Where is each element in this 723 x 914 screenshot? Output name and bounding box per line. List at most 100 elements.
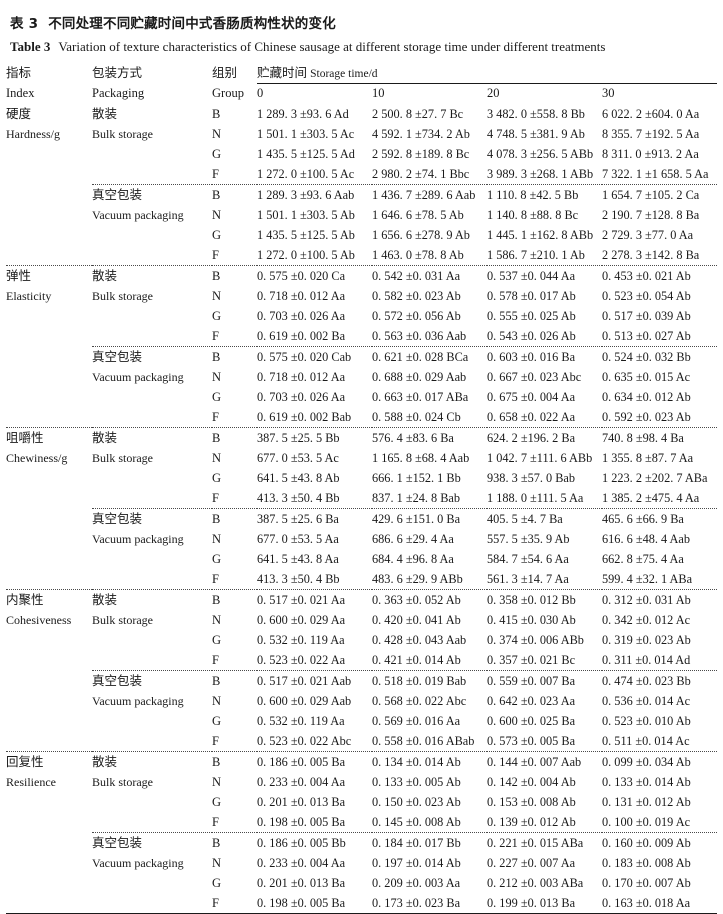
index-spacer bbox=[6, 407, 92, 428]
index-spacer bbox=[6, 326, 92, 347]
group-label: F bbox=[212, 167, 219, 181]
value-cell-day-30: 8 311. 0 ±913. 2 Aa bbox=[602, 147, 699, 161]
value-cell-day-10: 1 463. 0 ±78. 8 Ab bbox=[372, 248, 464, 262]
value-cell-day-20: 0. 600 ±0. 025 Ba bbox=[487, 714, 576, 728]
group-label: B bbox=[212, 670, 257, 691]
value-cell-day-30: 0. 474 ±0. 023 Bb bbox=[602, 670, 718, 691]
value-cell-day-30: 0. 536 ±0. 014 Ac bbox=[602, 694, 691, 708]
table-row: 真空包装 B 0. 517 ±0. 021 Aab 0. 518 ±0. 019 Ba… bbox=[6, 670, 718, 692]
value-cell-day-0: 0. 233 ±0. 004 Aa bbox=[257, 856, 346, 870]
value-cell-day-10: 2 980. 2 ±74. 1 Bbc bbox=[372, 167, 470, 181]
table-row: F 0. 619 ±0. 002 Ba 0. 563 ±0. 036 Aab 0. 5… bbox=[6, 326, 717, 347]
value-cell-day-30: 2 190. 7 ±128. 8 Ba bbox=[602, 208, 700, 222]
value-cell-day-0: 0. 619 ±0. 002 Bab bbox=[257, 410, 352, 424]
value-cell-day-10: 1 165. 8 ±68. 4 Aab bbox=[372, 451, 470, 465]
value-cell-day-30: 0. 453 ±0. 021 Ab bbox=[602, 265, 718, 286]
value-cell-day-0: 1 272. 0 ±100. 5 Ab bbox=[257, 248, 355, 262]
value-cell-day-10: 0. 663 ±0. 017 ABa bbox=[372, 390, 469, 404]
index-label-cn: 内聚性 bbox=[6, 589, 92, 610]
group-label: F bbox=[212, 410, 219, 424]
value-cell-day-0: 1 272. 0 ±100. 5 Ac bbox=[257, 167, 355, 181]
value-cell-day-30: 0. 517 ±0. 039 Ab bbox=[602, 309, 691, 323]
value-cell-day-0: 0. 186 ±0. 005 Bb bbox=[257, 832, 372, 853]
value-cell-day-10: 0. 197 ±0. 014 Ab bbox=[372, 856, 461, 870]
packaging-label-en: Bulk storage bbox=[92, 451, 153, 465]
table-header: 指标 包装方式 组别 贮藏时间 Storage time/d Index Pac… bbox=[6, 61, 718, 104]
value-cell-day-0: 0. 517 ±0. 021 Aab bbox=[257, 670, 372, 691]
packaging-spacer bbox=[92, 731, 212, 752]
value-cell-day-0: 1 435. 5 ±125. 5 Ad bbox=[257, 147, 355, 161]
value-cell-day-30: 0. 183 ±0. 008 Ab bbox=[602, 856, 691, 870]
group-label: F bbox=[212, 572, 219, 586]
packaging-label-en: Bulk storage bbox=[92, 289, 153, 303]
value-cell-day-10: 483. 6 ±29. 9 ABb bbox=[372, 572, 463, 586]
value-cell-day-10: 0. 572 ±0. 056 Ab bbox=[372, 309, 461, 323]
header-storage-time-en: Storage time/d bbox=[310, 68, 378, 80]
value-cell-day-20: 0. 199 ±0. 013 Ba bbox=[487, 896, 576, 910]
index-label-en: Resilience bbox=[6, 775, 56, 789]
group-label: F bbox=[212, 896, 219, 910]
table-title-english-text: Variation of texture characteristics of … bbox=[58, 39, 606, 54]
packaging-label-en: Vacuum packaging bbox=[92, 532, 184, 546]
table-row: F 0. 523 ±0. 022 Aa 0. 421 ±0. 014 Ab 0. 35… bbox=[6, 650, 717, 671]
index-spacer bbox=[6, 691, 92, 711]
index-spacer bbox=[6, 671, 92, 692]
group-label: N bbox=[212, 856, 222, 870]
index-spacer bbox=[6, 205, 92, 225]
value-cell-day-20: 1 042. 7 ±111. 6 ABb bbox=[487, 451, 593, 465]
group-label: G bbox=[212, 795, 222, 809]
table-bottom-rule bbox=[6, 913, 718, 914]
value-cell-day-30: 616. 6 ±48. 4 Aab bbox=[602, 532, 691, 546]
group-label: G bbox=[212, 714, 222, 728]
value-cell-day-10: 0. 145 ±0. 008 Ab bbox=[372, 815, 461, 829]
index-label-cn: 回复性 bbox=[6, 751, 92, 772]
group-label: G bbox=[212, 876, 222, 890]
value-cell-day-0: 0. 186 ±0. 005 Ba bbox=[257, 751, 372, 772]
value-cell-day-20: 0. 415 ±0. 030 Ab bbox=[487, 613, 576, 627]
value-cell-day-0: 0. 201 ±0. 013 Ba bbox=[257, 795, 346, 809]
header-packaging-en: Packaging bbox=[92, 85, 145, 100]
value-cell-day-20: 0. 153 ±0. 008 Ab bbox=[487, 795, 576, 809]
header-group-en: Group bbox=[212, 85, 244, 100]
group-label: N bbox=[212, 451, 222, 465]
packaging-label-cn: 散装 bbox=[92, 589, 212, 610]
index-spacer bbox=[6, 144, 92, 164]
value-cell-day-0: 0. 703 ±0. 026 Aa bbox=[257, 309, 346, 323]
group-label: G bbox=[212, 552, 222, 566]
value-cell-day-10: 0. 420 ±0. 041 Ab bbox=[372, 613, 461, 627]
packaging-label-cn: 真空包装 bbox=[92, 346, 212, 367]
packaging-spacer bbox=[92, 225, 212, 245]
value-cell-day-0: 0. 575 ±0. 020 Ca bbox=[257, 265, 372, 286]
table-row: F 1 272. 0 ±100. 5 Ab 1 463. 0 ±78. 8 Ab 1 … bbox=[6, 245, 717, 266]
value-cell-day-30: 599. 4 ±32. 1 ABa bbox=[602, 572, 693, 586]
table-row: G 0. 532 ±0. 119 Aa 0. 428 ±0. 043 Aab 0. 3… bbox=[6, 630, 717, 650]
packaging-label-en: Vacuum packaging bbox=[92, 856, 184, 870]
value-cell-day-0: 0. 233 ±0. 004 Aa bbox=[257, 775, 346, 789]
group-label: N bbox=[212, 289, 222, 303]
value-cell-day-20: 0. 578 ±0. 017 Ab bbox=[487, 289, 576, 303]
value-cell-day-20: 4 748. 5 ±381. 9 Ab bbox=[487, 127, 585, 141]
packaging-spacer bbox=[92, 306, 212, 326]
value-cell-day-0: 0. 600 ±0. 029 Aab bbox=[257, 694, 352, 708]
value-cell-day-10: 4 592. 1 ±734. 2 Ab bbox=[372, 127, 470, 141]
value-cell-day-20: 3 482. 0 ±558. 8 Bb bbox=[487, 107, 585, 121]
table-row: G 0. 703 ±0. 026 Aa 0. 572 ±0. 056 Ab 0. 55… bbox=[6, 306, 717, 326]
value-cell-day-10: 0. 621 ±0. 028 BCa bbox=[372, 346, 487, 367]
value-cell-day-30: 6 022. 2 ±604. 0 Aa bbox=[602, 107, 700, 121]
table-number-chinese: 表 3 bbox=[10, 16, 39, 32]
value-cell-day-10: 0. 363 ±0. 052 Ab bbox=[372, 589, 487, 610]
group-label: B bbox=[212, 832, 257, 853]
value-cell-day-0: 0. 532 ±0. 119 Aa bbox=[257, 714, 345, 728]
index-label-en: Chewiness/g bbox=[6, 451, 68, 465]
table-row: Chewiness/g Bulk storage N 677. 0 ±53. 5 Ac… bbox=[6, 448, 717, 468]
value-cell-day-20: 0. 221 ±0. 015 ABa bbox=[487, 832, 602, 853]
value-cell-day-30: 0. 635 ±0. 015 Ac bbox=[602, 370, 691, 384]
group-label: N bbox=[212, 775, 222, 789]
value-cell-day-20: 0. 573 ±0. 005 Ba bbox=[487, 734, 576, 748]
packaging-spacer bbox=[92, 488, 212, 509]
value-cell-day-30: 0. 513 ±0. 027 Ab bbox=[602, 329, 691, 343]
value-cell-day-30: 0. 524 ±0. 032 Bb bbox=[602, 346, 718, 367]
value-cell-day-0: 0. 600 ±0. 029 Aa bbox=[257, 613, 346, 627]
value-cell-day-0: 0. 532 ±0. 119 Aa bbox=[257, 633, 345, 647]
group-label: N bbox=[212, 694, 222, 708]
